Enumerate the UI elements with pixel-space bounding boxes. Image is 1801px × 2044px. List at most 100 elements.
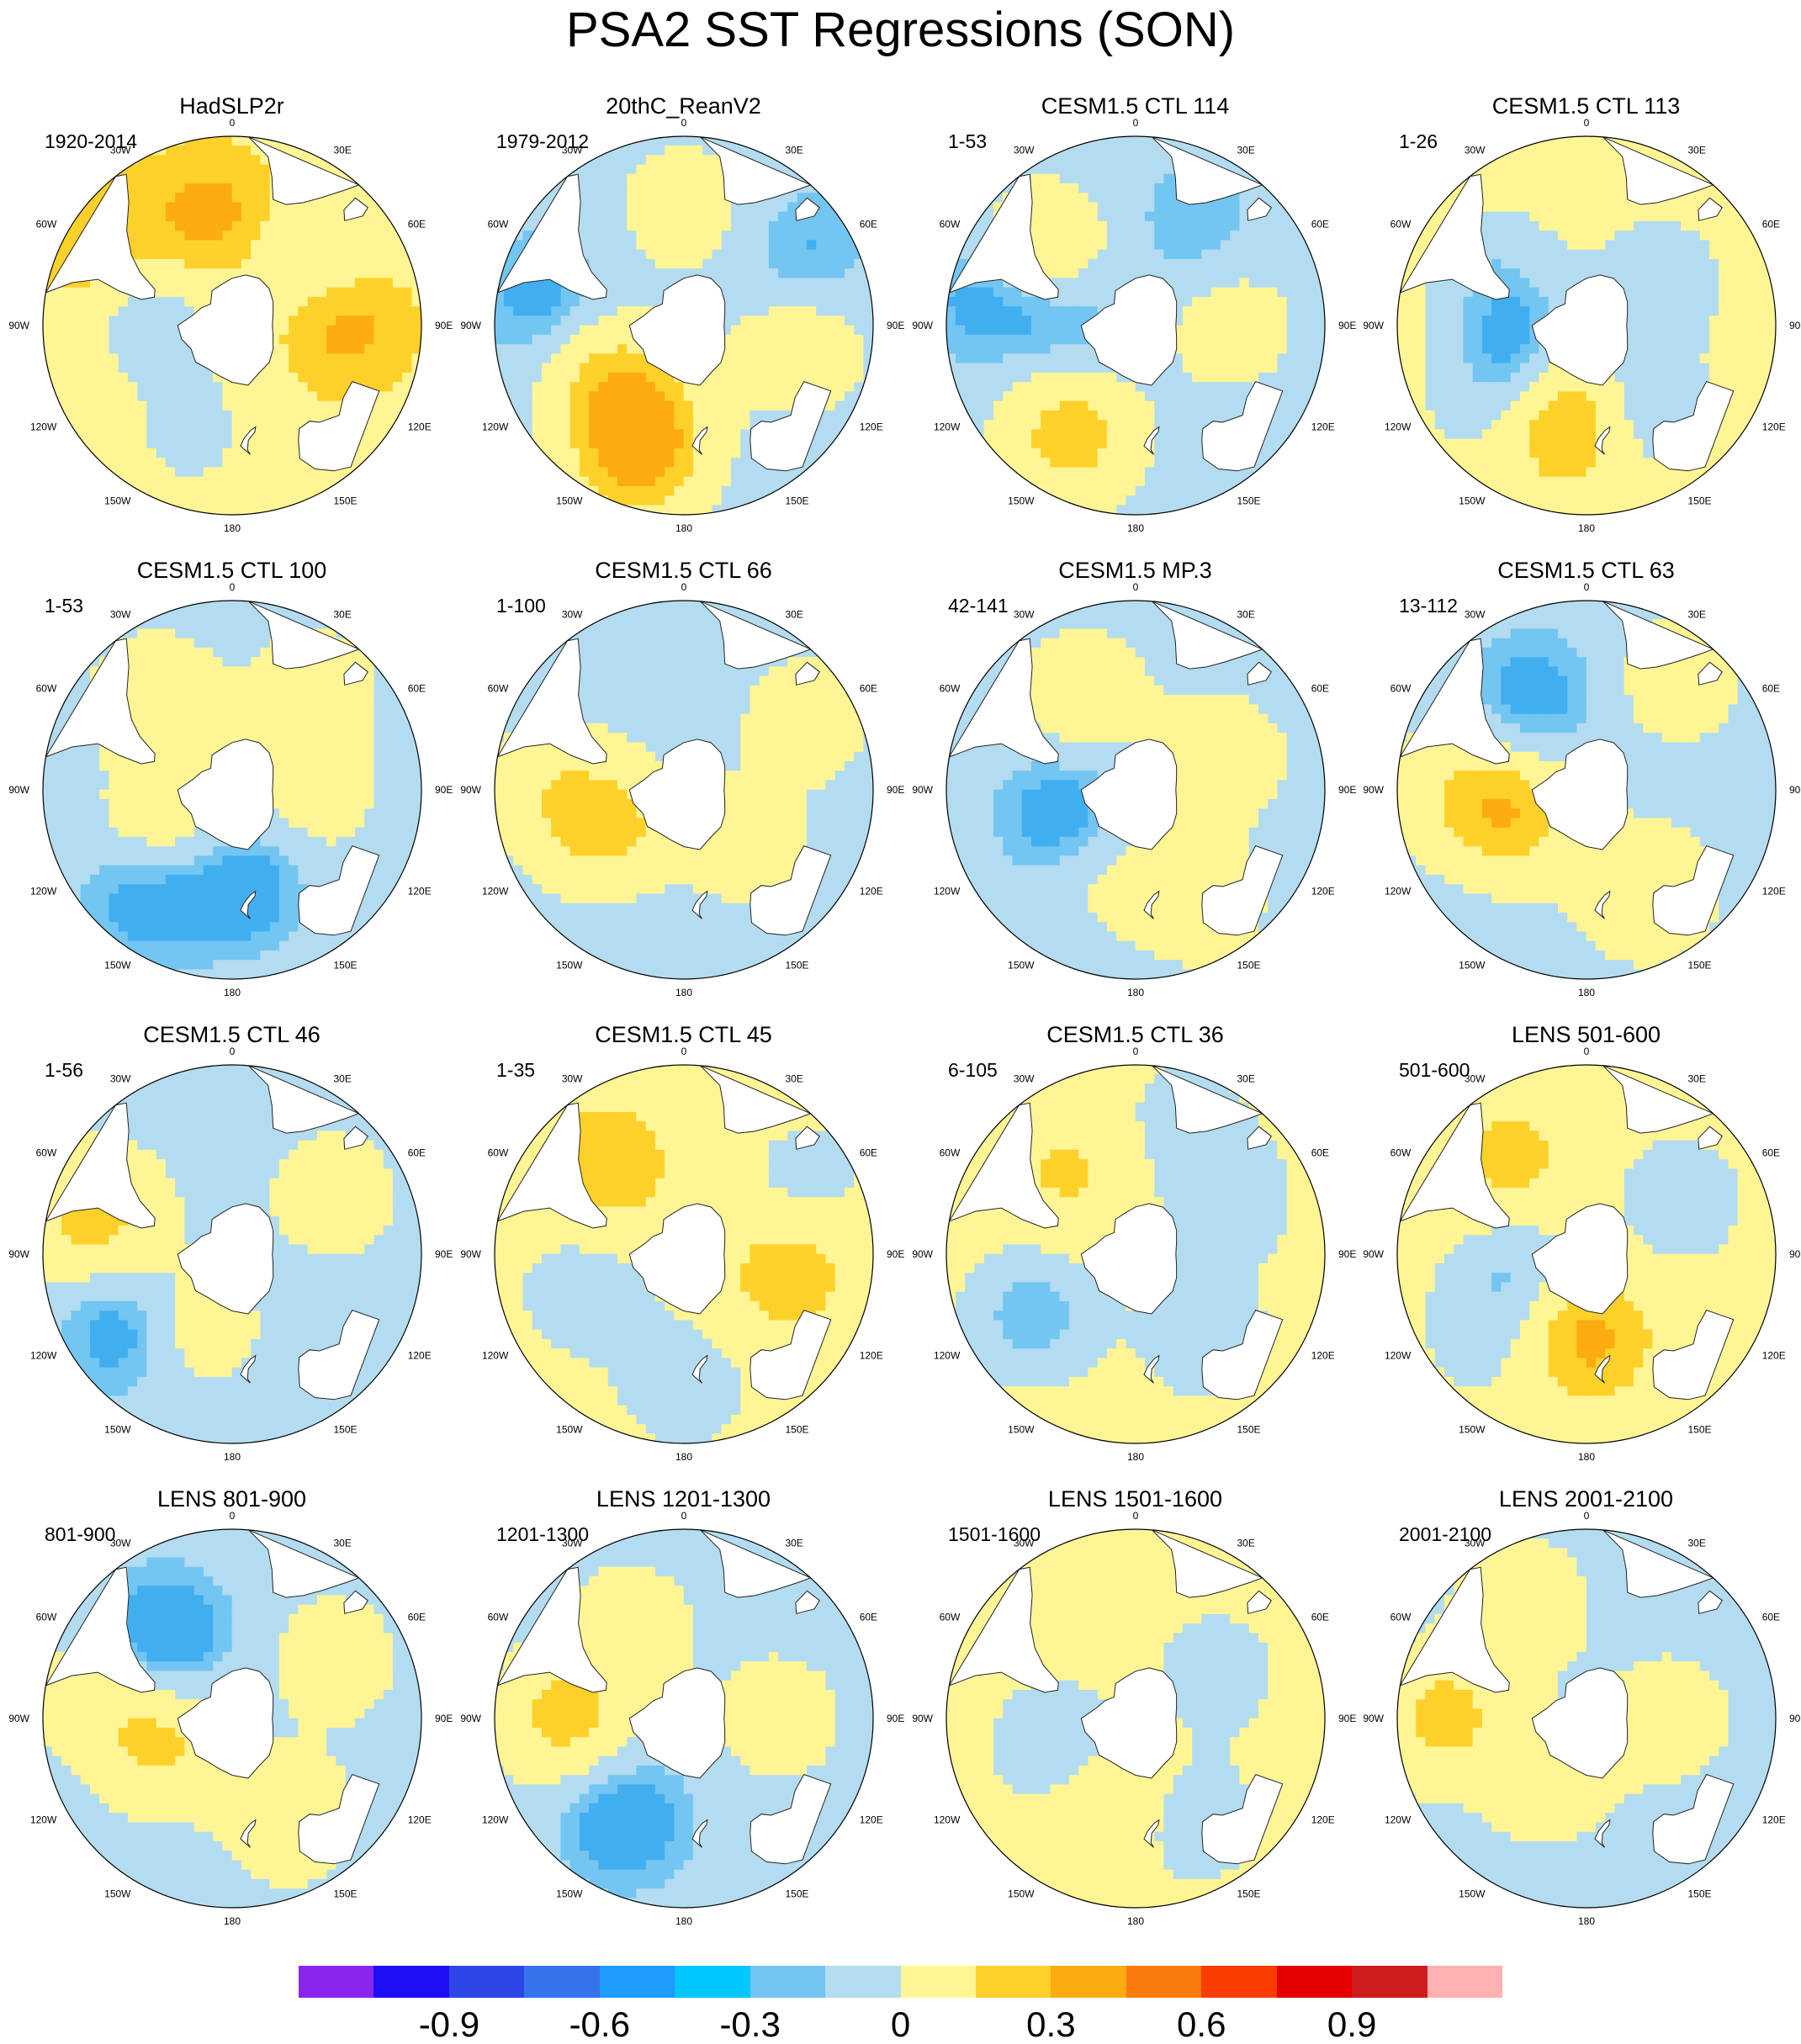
lon-label: 60E xyxy=(860,683,877,695)
lon-label: 90W xyxy=(1363,784,1384,796)
land-newZealand xyxy=(1594,890,1611,919)
land-australia xyxy=(1201,1309,1284,1401)
map-border xyxy=(1396,1064,1777,1444)
colorbar-tick-label: 0.9 xyxy=(1301,2006,1402,2043)
panel-period: 1-53 xyxy=(45,594,83,617)
panel-title: CESM1.5 CTL 36 xyxy=(910,1021,1360,1048)
colorbar-tick-label: 0 xyxy=(850,2006,951,2043)
panel-title: CESM1.5 CTL 100 xyxy=(7,557,457,584)
land-australia xyxy=(298,845,380,936)
lon-label: 30W xyxy=(1465,1072,1486,1084)
polar-map: 0 30E 60E 90E 120E 150E 180 150W 120W 90W 60W 30W xyxy=(912,581,1356,998)
lon-label: 60E xyxy=(1311,219,1329,230)
lon-label: 120E xyxy=(408,421,432,433)
sst-field xyxy=(495,601,873,979)
land-madagascar xyxy=(343,1125,368,1150)
lon-label: 180 xyxy=(1127,987,1144,998)
polar-map: 0 30E 60E 90E 120E 150E 180 150W 120W 90W 60W 30W xyxy=(8,581,453,998)
land-australia xyxy=(1201,1773,1284,1865)
lon-label: 0 xyxy=(1584,1510,1590,1522)
lon-label: 0 xyxy=(681,581,687,593)
lon-label: 30E xyxy=(786,608,803,620)
lon-label: 30E xyxy=(1237,1072,1255,1084)
lon-label: 150W xyxy=(104,960,131,972)
lon-label: 120W xyxy=(934,886,961,898)
polar-map: 0 30E 60E 90E 120E 150E 180 150W 120W 90W 60W 30W xyxy=(1363,581,1801,998)
lon-label: 90E xyxy=(887,1713,904,1724)
map-panel: CESM1.5 CTL 36 6-105 0 30E 60E 90E 120E 150E 180… xyxy=(910,1021,1360,1488)
land-africa xyxy=(248,1065,360,1134)
map-panel: LENS 2001-2100 2001-2100 0 30E 60E 90E 120E 150… xyxy=(1361,1485,1801,1952)
lon-label: 120W xyxy=(1385,1814,1412,1826)
panel-period: 6-105 xyxy=(948,1058,998,1082)
lon-label: 60W xyxy=(1390,219,1412,230)
lon-label: 150W xyxy=(104,1888,131,1900)
sst-field xyxy=(1397,136,1776,515)
panel-period: 801-900 xyxy=(45,1522,115,1546)
lon-label: 90W xyxy=(460,784,481,796)
sst-field xyxy=(495,136,873,515)
map-border xyxy=(42,135,422,516)
land-madagascar xyxy=(1698,1125,1723,1150)
polar-map: 0 30E 60E 90E 120E 150E 180 150W 120W 90W 60W 30W xyxy=(8,1510,453,1927)
lon-label: 150E xyxy=(1237,495,1261,507)
map-border xyxy=(946,1064,1326,1444)
land-newZealand xyxy=(691,1819,708,1848)
map-border xyxy=(494,135,874,516)
lon-label: 30W xyxy=(562,144,583,156)
land-southAmerica xyxy=(496,1566,607,1693)
land-southAmerica xyxy=(948,173,1059,300)
lon-label: 150E xyxy=(1688,1888,1712,1900)
map-panel: CESM1.5 CTL 45 1-35 0 30E 60E 90E 120E 150E 180 1… xyxy=(458,1021,908,1488)
lon-label: 150E xyxy=(1688,960,1712,972)
land-southAmerica xyxy=(45,173,156,300)
panel-period: 1501-1600 xyxy=(948,1522,1041,1546)
land-australia xyxy=(1201,845,1284,936)
land-madagascar xyxy=(795,661,820,686)
land-africa xyxy=(248,1529,360,1598)
panel-title: CESM1.5 CTL 66 xyxy=(458,557,908,584)
lon-label: 60W xyxy=(36,683,57,695)
lon-label: 120E xyxy=(408,1814,432,1826)
lon-label: 90W xyxy=(912,1248,933,1260)
land-antarctica xyxy=(1080,274,1178,386)
lon-label: 120W xyxy=(30,886,57,898)
lon-label: 60E xyxy=(860,1147,877,1159)
panel-title: CESM1.5 CTL 63 xyxy=(1361,557,1801,584)
lon-label: 150W xyxy=(556,495,583,507)
lon-label: 120E xyxy=(1762,1814,1786,1826)
lon-label: 150E xyxy=(1237,1424,1261,1436)
map-panel: LENS 801-900 801-900 0 30E 60E 90E 120E 150E 180… xyxy=(7,1485,457,1952)
lon-label: 90W xyxy=(1363,320,1384,331)
land-southAmerica xyxy=(948,1566,1059,1693)
sst-field xyxy=(1397,1065,1776,1443)
lon-label: 0 xyxy=(681,117,687,129)
map-border xyxy=(42,600,422,980)
land-southAmerica xyxy=(496,1102,607,1229)
lon-label: 30W xyxy=(1014,608,1035,620)
lon-label: 90E xyxy=(1338,320,1356,331)
land-australia xyxy=(1652,1773,1735,1865)
panel-title: LENS 1501-1600 xyxy=(910,1485,1360,1512)
map-panel: LENS 1201-1300 1201-1300 0 30E 60E 90E 120E 150… xyxy=(458,1485,908,1952)
lon-label: 60W xyxy=(940,683,961,695)
polar-map: 0 30E 60E 90E 120E 150E 180 150W 120W 90W 60W 30W xyxy=(912,1510,1356,1927)
colorbar-cell xyxy=(1126,1966,1202,1998)
lon-label: 60E xyxy=(1311,1612,1329,1623)
lon-label: 60E xyxy=(1311,683,1329,695)
map-border xyxy=(946,600,1326,980)
lon-label: 120E xyxy=(1311,886,1335,898)
lon-label: 0 xyxy=(1584,117,1590,129)
colorbar-tick-label: -0.6 xyxy=(549,2006,650,2043)
land-antarctica xyxy=(1531,274,1629,386)
land-newZealand xyxy=(240,890,257,919)
land-antarctica xyxy=(1080,1667,1178,1779)
lon-label: 120E xyxy=(408,1350,432,1362)
lon-label: 30E xyxy=(1688,1072,1706,1084)
lon-label: 180 xyxy=(675,1451,692,1463)
land-antarctica xyxy=(1531,1667,1629,1779)
colorbar-cell xyxy=(599,1966,675,1998)
panel-period: 1920-2014 xyxy=(45,130,137,153)
lon-label: 90W xyxy=(1363,1248,1384,1260)
land-australia xyxy=(298,1773,380,1865)
